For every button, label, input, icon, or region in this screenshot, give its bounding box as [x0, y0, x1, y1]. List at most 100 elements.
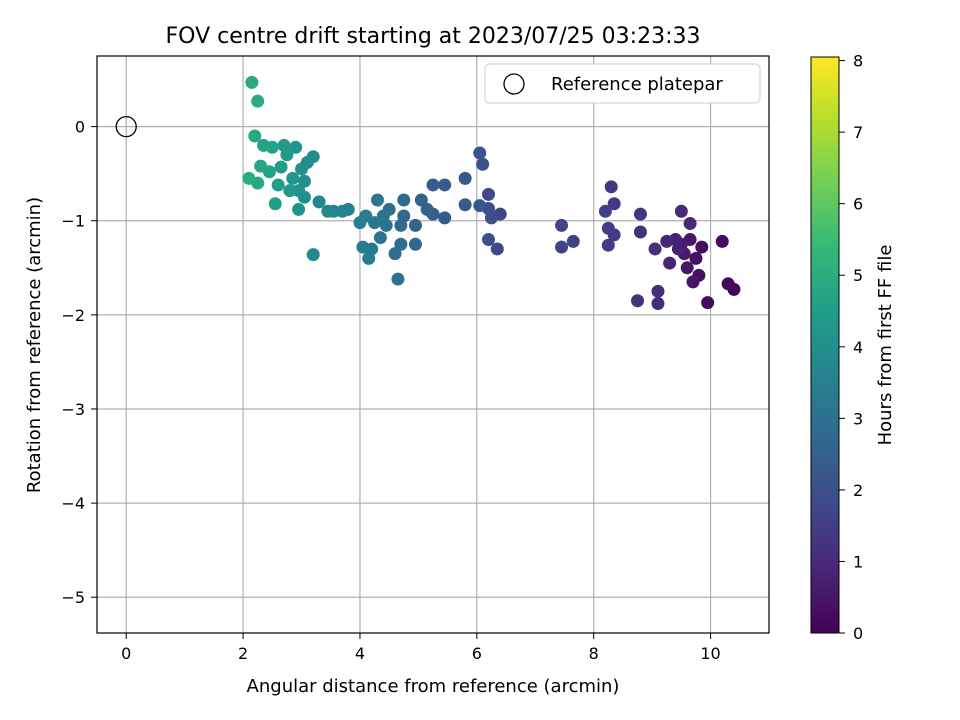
reference-marker	[115, 115, 137, 138]
data-point	[601, 238, 615, 252]
colorbar-label: Hours from first FF file	[875, 245, 896, 446]
x-tick-label: 4	[355, 644, 365, 663]
grid	[97, 56, 769, 633]
plot-frame	[96, 55, 770, 634]
data-point	[394, 237, 408, 251]
data-point	[408, 218, 422, 232]
x-tick-label: 0	[121, 644, 131, 663]
data-point	[370, 193, 384, 207]
x-axis-label: Angular distance from reference (arcmin)	[247, 676, 620, 697]
y-tick-label: −5	[61, 588, 85, 607]
x-axis-ticks: 0 2 4 6 8 10	[121, 633, 721, 663]
data-point	[312, 195, 326, 209]
data-point	[555, 240, 569, 254]
data-point	[484, 211, 498, 225]
data-point	[633, 225, 647, 239]
legend-label: Reference platepar	[551, 74, 723, 95]
x-tick-label: 10	[700, 644, 720, 663]
data-point	[297, 174, 311, 188]
data-point	[598, 204, 612, 218]
data-point	[391, 272, 405, 286]
data-point	[295, 162, 309, 176]
data-point	[353, 216, 367, 230]
data-point	[686, 275, 700, 289]
reference-point	[115, 115, 137, 138]
data-point	[660, 234, 674, 248]
data-point	[408, 237, 422, 251]
data-point	[242, 171, 256, 185]
data-point	[414, 193, 428, 207]
colorbar-tick-label: 5	[853, 266, 863, 285]
data-point	[473, 199, 487, 213]
y-tick-label: −4	[61, 494, 85, 513]
data-point	[438, 178, 452, 192]
y-axis-label: Rotation from reference (arcmin)	[24, 197, 45, 493]
data-point	[438, 211, 452, 225]
data-point	[663, 256, 677, 270]
data-point	[473, 146, 487, 160]
data-point	[274, 160, 288, 174]
x-tick-label: 2	[238, 644, 248, 663]
data-point	[426, 178, 440, 192]
data-point	[271, 178, 285, 192]
data-point	[695, 240, 709, 254]
x-tick-label: 8	[589, 644, 599, 663]
data-point	[631, 294, 645, 308]
colorbar-tick-label: 8	[853, 52, 863, 71]
data-point	[245, 75, 259, 89]
data-point	[268, 197, 282, 211]
data-point	[689, 251, 703, 265]
data-point	[476, 157, 490, 171]
legend-box	[484, 63, 761, 104]
data-point	[306, 248, 320, 262]
data-point	[633, 207, 647, 221]
colorbar-tick-label: 4	[853, 338, 863, 357]
data-point	[490, 242, 504, 256]
data-point	[648, 242, 662, 256]
data-point	[601, 221, 615, 235]
data-point	[388, 247, 402, 261]
data-point	[651, 297, 665, 311]
data-point	[680, 261, 694, 275]
data-point	[721, 277, 735, 291]
data-point	[362, 251, 376, 265]
data-point	[292, 202, 306, 216]
y-tick-label: −3	[61, 400, 85, 419]
colorbar-tick-label: 1	[853, 552, 863, 571]
data-point	[254, 159, 268, 173]
data-point	[420, 202, 434, 216]
x-tick-label: 6	[472, 644, 482, 663]
data-point	[482, 187, 496, 201]
data-point	[482, 233, 496, 247]
colorbar-tick-label: 0	[853, 624, 863, 643]
colorbar-tick-label: 7	[853, 123, 863, 142]
legend: Reference platepar	[484, 63, 761, 104]
data-point	[555, 218, 569, 232]
data-point	[701, 296, 715, 310]
data-point	[715, 234, 729, 248]
colorbar-gradient	[810, 56, 840, 634]
data-point	[394, 218, 408, 232]
y-tick-label: 0	[75, 118, 85, 137]
data-point	[277, 138, 291, 152]
colorbar-tick-label: 6	[853, 195, 863, 214]
chart-title: FOV centre drift starting at 2023/07/25 …	[166, 24, 701, 49]
y-tick-label: −1	[61, 212, 85, 231]
colorbar-tick-label: 3	[853, 409, 863, 428]
data-point	[289, 140, 303, 154]
data-point	[566, 234, 580, 248]
colorbar-tick-label: 2	[853, 481, 863, 500]
data-point	[248, 129, 262, 143]
data-point	[257, 138, 271, 152]
y-axis-ticks: 0 −1 −2 −3 −4 −5	[61, 118, 97, 607]
data-point	[458, 198, 472, 212]
data-point	[286, 171, 300, 185]
data-point	[651, 284, 665, 298]
data-point	[604, 180, 618, 194]
data-points	[242, 75, 741, 311]
y-tick-label: −2	[61, 306, 85, 325]
data-point	[458, 171, 472, 185]
data-point	[397, 193, 411, 207]
data-point	[607, 197, 621, 211]
